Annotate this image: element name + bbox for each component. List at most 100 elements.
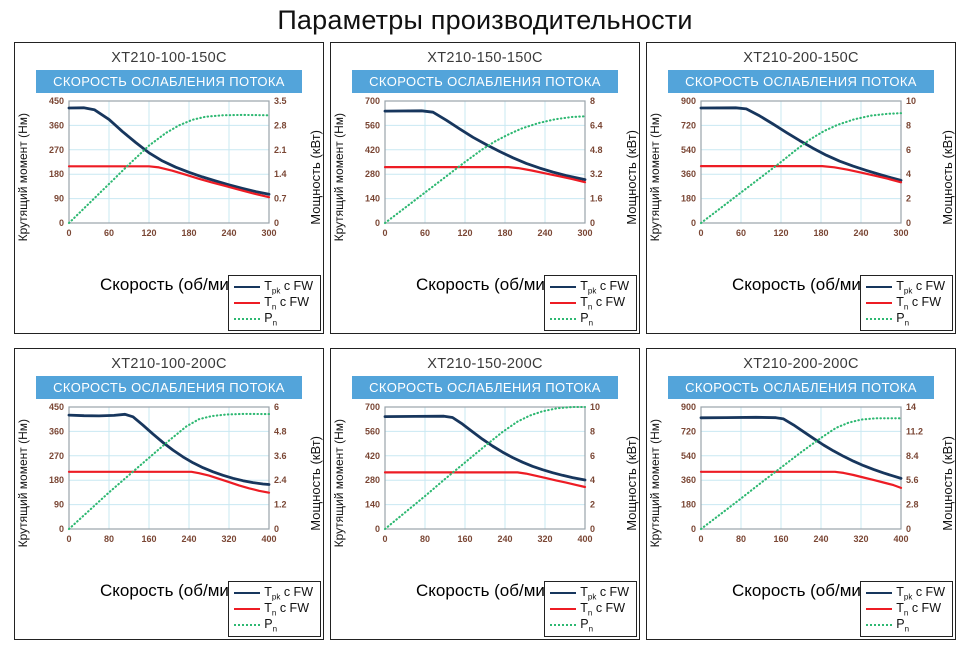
legend-label: Tpk с FW xyxy=(264,585,313,602)
svg-text:14: 14 xyxy=(906,402,916,412)
peak-torque-line-sample xyxy=(234,592,261,594)
svg-text:60: 60 xyxy=(420,228,430,238)
legend-label-subscript: n xyxy=(271,608,277,618)
legend-label: Tpk с FW xyxy=(896,585,945,602)
legend-item-power: Pn xyxy=(866,311,945,327)
legend-item-nominal-torque: Tn с FW xyxy=(866,601,945,617)
flux-weakening-banner: СКОРОСТЬ ОСЛАБЛЕНИЯ ПОТОКА xyxy=(352,376,618,399)
right-axis-title: Мощность (кВт) xyxy=(623,436,639,531)
svg-text:0: 0 xyxy=(375,218,380,228)
svg-text:180: 180 xyxy=(681,499,696,509)
svg-text:270: 270 xyxy=(49,144,64,154)
legend-label-symbol: T xyxy=(264,584,272,599)
svg-text:0: 0 xyxy=(59,524,64,534)
legend-item-nominal-torque: Tn с FW xyxy=(550,295,629,311)
svg-text:180: 180 xyxy=(181,228,196,238)
legend-label-subscript: n xyxy=(271,302,277,312)
nominal-torque-line-sample xyxy=(866,608,893,610)
legend-label-suffix: с FW xyxy=(280,584,313,599)
svg-text:8: 8 xyxy=(906,120,911,130)
legend-label-subscript: n xyxy=(904,624,910,634)
left-axis-title: Крутящий момент (Нм) xyxy=(16,113,30,242)
svg-text:180: 180 xyxy=(813,228,828,238)
flux-weakening-banner: СКОРОСТЬ ОСЛАБЛЕНИЯ ПОТОКА xyxy=(352,70,618,93)
right-axis-title-column: Мощность (кВт) xyxy=(623,401,639,567)
svg-text:720: 720 xyxy=(681,426,696,436)
svg-text:360: 360 xyxy=(49,426,64,436)
chart-panel: XT210-100-200C СКОРОСТЬ ОСЛАБЛЕНИЯ ПОТОК… xyxy=(14,348,324,640)
legend-label: Tn с FW xyxy=(896,295,941,312)
legend-label-subscript: pk xyxy=(271,286,281,296)
svg-text:360: 360 xyxy=(681,169,696,179)
right-axis-title: Мощность (кВт) xyxy=(939,130,955,225)
svg-text:180: 180 xyxy=(681,193,696,203)
legend-item-peak-torque: Tpk с FW xyxy=(550,585,629,601)
legend-label-symbol: T xyxy=(896,584,904,599)
legend: Tpk с FW Tn с FW Pn xyxy=(860,581,953,637)
svg-text:0: 0 xyxy=(382,534,387,544)
svg-text:6: 6 xyxy=(906,144,911,154)
svg-text:3.5: 3.5 xyxy=(274,96,287,106)
power-line-sample xyxy=(550,318,577,320)
legend-label-suffix: с FW xyxy=(592,294,625,309)
left-axis-title-column: Крутящий момент (Нм) xyxy=(15,401,31,567)
legend-label-suffix: с FW xyxy=(912,584,945,599)
svg-text:10: 10 xyxy=(906,96,916,106)
left-axis-title: Крутящий момент (Нм) xyxy=(648,113,662,242)
legend-label: Pn xyxy=(580,311,593,328)
legend-label-subscript: n xyxy=(272,318,278,328)
svg-text:720: 720 xyxy=(681,120,696,130)
nominal-torque-line-sample xyxy=(234,608,261,610)
power-line-sample xyxy=(550,624,577,626)
legend-label-symbol: T xyxy=(580,600,588,615)
legend-label: Pn xyxy=(896,617,909,634)
chart-area: Крутящий момент (Нм) 0 180 360 540 720 900 0 2.… xyxy=(647,401,955,567)
svg-text:540: 540 xyxy=(681,450,696,460)
legend-label: Pn xyxy=(264,617,277,634)
svg-text:4: 4 xyxy=(906,169,911,179)
svg-text:80: 80 xyxy=(104,534,114,544)
svg-text:280: 280 xyxy=(365,169,380,179)
chart-panel: XT210-200-150C СКОРОСТЬ ОСЛАБЛЕНИЯ ПОТОК… xyxy=(646,42,956,334)
svg-text:0: 0 xyxy=(375,524,380,534)
legend: Tpk с FW Tn с FW Pn xyxy=(544,581,637,637)
legend-item-nominal-torque: Tn с FW xyxy=(234,601,313,617)
legend-label-subscript: pk xyxy=(903,286,913,296)
svg-text:140: 140 xyxy=(365,499,380,509)
svg-text:0: 0 xyxy=(698,534,703,544)
charts-grid: XT210-100-150C СКОРОСТЬ ОСЛАБЛЕНИЯ ПОТОК… xyxy=(0,42,970,640)
legend-label-subscript: n xyxy=(587,302,593,312)
svg-text:160: 160 xyxy=(773,534,788,544)
legend-item-power: Pn xyxy=(550,617,629,633)
legend: Tpk с FW Tn с FW Pn xyxy=(860,275,953,331)
torque-power-plot: 0 140 280 420 560 700 0 2 4 6 8 10 0 80 160 240 320 400 xyxy=(365,402,600,544)
peak-torque-line-sample xyxy=(234,286,261,288)
svg-text:300: 300 xyxy=(261,228,276,238)
svg-text:320: 320 xyxy=(853,534,868,544)
svg-text:0: 0 xyxy=(698,228,703,238)
svg-text:0: 0 xyxy=(274,218,279,228)
svg-text:420: 420 xyxy=(365,450,380,460)
legend-item-nominal-torque: Tn с FW xyxy=(550,601,629,617)
legend-item-power: Pn xyxy=(550,311,629,327)
legend-label: Tn с FW xyxy=(580,295,625,312)
left-axis-title-column: Крутящий момент (Нм) xyxy=(15,95,31,261)
svg-text:2.8: 2.8 xyxy=(274,120,287,130)
svg-text:10: 10 xyxy=(590,402,600,412)
svg-text:0: 0 xyxy=(691,524,696,534)
svg-text:270: 270 xyxy=(49,450,64,460)
svg-text:400: 400 xyxy=(261,534,276,544)
legend-label-subscript: n xyxy=(588,624,594,634)
legend-item-power: Pn xyxy=(866,617,945,633)
legend-label-suffix: с FW xyxy=(908,294,941,309)
chart-footer: Скорость (об/мин) xyxy=(331,567,639,639)
legend-label-subscript: pk xyxy=(271,592,281,602)
chart-panel: XT210-100-150C СКОРОСТЬ ОСЛАБЛЕНИЯ ПОТОК… xyxy=(14,42,324,334)
svg-text:0.7: 0.7 xyxy=(274,193,287,203)
legend-item-peak-torque: Tpk с FW xyxy=(234,279,313,295)
svg-text:120: 120 xyxy=(141,228,156,238)
svg-text:180: 180 xyxy=(497,228,512,238)
legend-label-suffix: с FW xyxy=(912,278,945,293)
chart-title: XT210-150-200C xyxy=(427,356,543,372)
